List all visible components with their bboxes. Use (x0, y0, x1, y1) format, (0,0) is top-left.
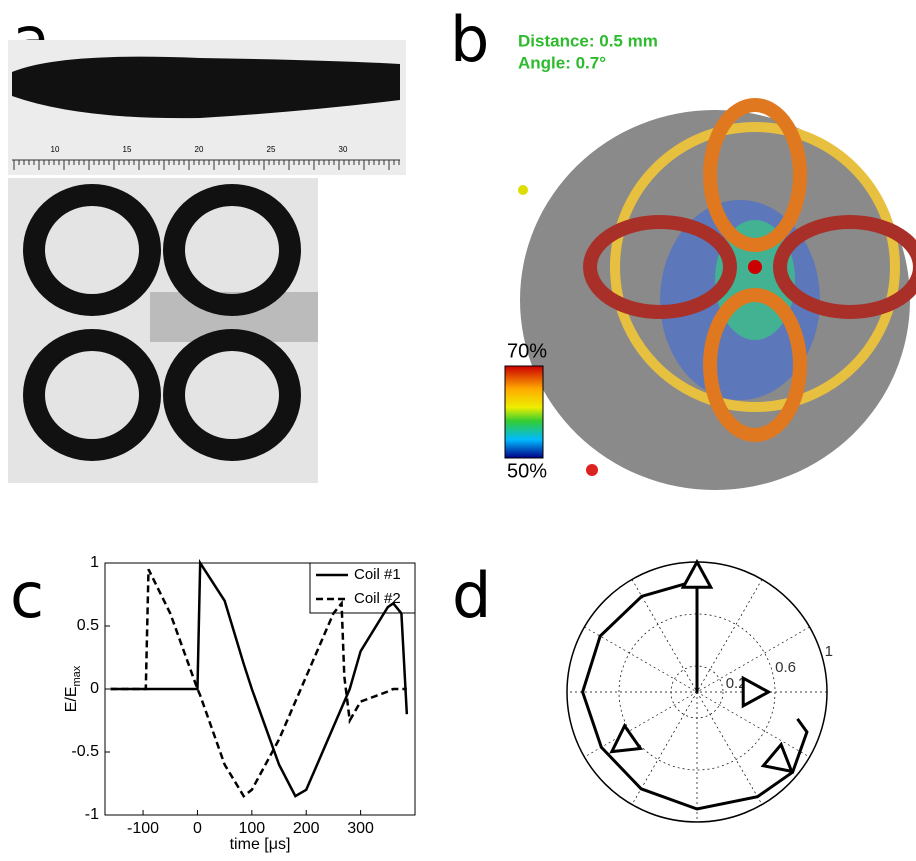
x-tick-label: 100 (238, 820, 265, 837)
direction-marker (760, 741, 795, 774)
y-tick-label: 0.5 (77, 617, 99, 634)
direction-marker (680, 558, 714, 589)
marker (518, 185, 528, 195)
y-tick-label: -1 (85, 806, 99, 823)
coil-loop (163, 329, 301, 461)
ruler-label: 30 (339, 145, 348, 154)
polar-tick-label: 0.2 (726, 675, 747, 692)
y-tick-label: 0 (90, 680, 99, 697)
marker (586, 464, 598, 476)
legend-box (309, 562, 416, 614)
colorbar (504, 365, 544, 459)
series-line (110, 568, 407, 798)
legend-label: Coil #1 (354, 566, 401, 583)
x-tick-label: 0 (193, 820, 202, 837)
coil-model (583, 215, 737, 319)
ruler-label: 15 (123, 145, 132, 154)
polar-trace (581, 561, 809, 811)
coil-windings (23, 184, 301, 461)
x-tick-label: 300 (347, 820, 374, 837)
distance-label: Distance: 0.5 mm (518, 31, 658, 50)
y-axis-label-main: E/E (63, 686, 80, 712)
colorbar-label: 50% (507, 460, 547, 482)
direction-marker (609, 722, 644, 754)
polar-tick-label: 0.6 (775, 659, 796, 676)
y-axis-label: E/Emax (63, 665, 83, 712)
y-tick-label: 1 (90, 554, 99, 571)
coil-model (703, 288, 807, 442)
ruler-label: 10 (51, 145, 60, 154)
target-point (748, 260, 762, 274)
direction-marker (741, 675, 772, 709)
x-tick-label: 200 (293, 820, 320, 837)
panel-letter: d (452, 559, 491, 632)
x-tick-label: -100 (127, 820, 159, 837)
legend-label: Coil #2 (354, 590, 401, 607)
polar-tick-label: 1 (825, 643, 833, 660)
coil-model (773, 215, 916, 319)
angle-label: Angle: 0.7° (518, 53, 606, 72)
xray-handle (12, 56, 400, 119)
coil-loop (23, 329, 161, 461)
y-axis-label-sub: max (71, 665, 83, 686)
coil-loop (163, 184, 301, 316)
coil-model (703, 98, 807, 252)
coil-loop (23, 184, 161, 316)
y-tick-label: -0.5 (71, 743, 99, 760)
colorbar-label: 70% (507, 340, 547, 362)
panel-letter: b (450, 3, 489, 76)
x-axis-label: time [μs] (230, 836, 291, 853)
polar-grid-ring (566, 561, 828, 823)
panel-letter: c (10, 559, 44, 632)
series-line (110, 558, 409, 798)
ruler-label: 25 (267, 145, 276, 154)
ruler-label: 20 (195, 145, 204, 154)
target-ring (610, 122, 900, 412)
